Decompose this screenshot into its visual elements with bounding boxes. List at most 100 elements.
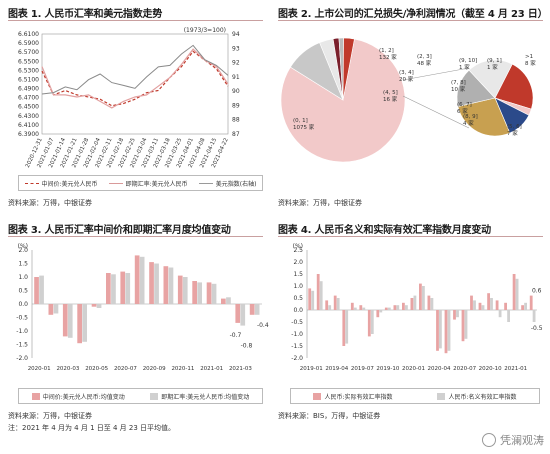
- chart3-bar: [168, 267, 174, 304]
- chart4-bar: [515, 278, 519, 310]
- chart1-y-tick-label: 6.4500: [18, 104, 39, 111]
- chart1-y2-tick-label: 88: [232, 117, 240, 124]
- chart4-bar: [350, 302, 354, 310]
- chart3-bar: [120, 271, 126, 304]
- chart4-data-label: 0.6: [532, 288, 542, 295]
- chart4-bar: [461, 310, 465, 342]
- chart1-y-tick-label: 6.3900: [18, 131, 39, 138]
- chart4-bar: [413, 295, 417, 310]
- chart4-x-tick-label: 2020-04: [428, 366, 451, 372]
- chart4-bar: [328, 305, 332, 310]
- chart3-bar: [206, 282, 212, 304]
- chart3-bar: [149, 262, 154, 304]
- chart2-slice-label: 1 家: [487, 63, 498, 71]
- chart3-bar: [197, 282, 202, 304]
- chart3-source: 资料来源：万得，中银证券: [8, 412, 92, 420]
- chart4-bar: [359, 305, 363, 310]
- chart1-y2-tick-label: 90: [232, 88, 240, 95]
- chart4-bar: [422, 286, 425, 310]
- chart4-bar: [453, 310, 456, 320]
- chart3-bar: [82, 304, 87, 342]
- chart1-line-svg: 6.6100 6.5900 6.5700 6.5500 6.5300 6.5100 6.49…: [18, 27, 240, 169]
- chart2-slice-label: (1, 2]: [379, 48, 394, 54]
- chart4-x-tick-label: 2020-10: [479, 366, 502, 372]
- chart2-slice-label: (6, 7]: [457, 102, 472, 108]
- legend-item-spot: 即期汇率:美元兑人民币: [108, 179, 188, 188]
- chart4-bar: [393, 305, 397, 310]
- chart4-bar: [367, 310, 371, 337]
- chart4-x-tick-label: 2019-04: [325, 366, 348, 372]
- chart3-bar: [106, 273, 111, 304]
- chart2-sub-pie-slice: [457, 97, 511, 137]
- chart2-slice-label: (8, 9]: [463, 114, 478, 120]
- chart2-source: 资料来源：万得，中银证券: [278, 199, 362, 207]
- chart2-sub-pie-slice: [468, 59, 513, 99]
- chart4-bar: [316, 274, 320, 310]
- chart4-bar: [370, 310, 374, 334]
- chart3-bar: [154, 263, 159, 304]
- chart2-slice-label: 8 家: [525, 59, 536, 67]
- chart3-bar: [96, 304, 102, 308]
- chart2-slice-label: (2, 3]: [417, 54, 432, 60]
- chart2-slice-label: (7, 8]: [451, 80, 466, 86]
- chart1-y-tick-label: 6.5900: [18, 40, 39, 47]
- chart4-bar: [532, 310, 536, 322]
- chart1-y-tick-label: 6.5300: [18, 67, 39, 74]
- chart4-bar: [473, 300, 476, 310]
- chart3-x-tick-label: 2021-01: [200, 366, 223, 372]
- chart4-y-tick-label: -1.5: [291, 343, 303, 350]
- chart4-bar: [396, 305, 400, 310]
- chart2-slice-label: >1: [525, 54, 533, 60]
- chart2-slice-label: 6 家: [457, 107, 468, 115]
- chart4-x-tick-label: 2020-07: [453, 366, 476, 372]
- chart3-title-rule: [8, 236, 263, 237]
- chart3-y-tick-label: 0.5: [18, 288, 28, 295]
- chart3-bar: [221, 298, 226, 304]
- chart4-bar: [507, 310, 510, 322]
- chart3-bar: [139, 256, 145, 305]
- chart2-slice-label: (9, 1]: [487, 58, 502, 64]
- chart1-series-line: [41, 48, 229, 109]
- chart2-slice-label: 48 家: [417, 59, 432, 67]
- chart1-source: 资料来源：万得，中银证券: [8, 199, 92, 207]
- chart3-bar: [240, 304, 246, 326]
- chart3-bar-svg: (%)2.01.51.00.50.0-0.5-1.0-1.5-2.02020-0…: [16, 243, 269, 372]
- chart2-slice-label: (5, 6]: [507, 124, 522, 130]
- chart1-series-line: [41, 44, 229, 95]
- chart3-y-tick-label: 2.0: [18, 247, 28, 254]
- chart4-bar: [504, 302, 507, 310]
- chart4-bar: [524, 302, 527, 310]
- chart4-bar: [470, 295, 473, 310]
- chart3-bar: [192, 281, 197, 304]
- wechat-icon: [482, 433, 496, 447]
- chart4-title: 图表 4. 人民币名义和实际有效汇率指数月度变动: [278, 225, 491, 236]
- chart2-title: 图表 2. 上市公司的汇兑损失/净利润情况（截至 4 月 23 日）: [278, 9, 548, 20]
- chart3-bar: [177, 275, 183, 304]
- chart4-bar: [410, 298, 414, 310]
- chart3-bar: [53, 304, 59, 314]
- chart4-y-tick-label: -2.0: [291, 355, 303, 362]
- chart1-legend: 中间价:美元兑人民币 即期汇率:美元兑人民币 美元指数(右轴): [18, 175, 263, 191]
- chart3-y-tick-label: 0.0: [18, 301, 28, 308]
- chart3-bar: [134, 255, 140, 304]
- chart3-y-tick-label: 1.5: [18, 261, 28, 268]
- chart3-y-tick-label: 1.0: [18, 274, 28, 281]
- chart4-bar: [512, 274, 516, 310]
- legend-item-dxy: 美元指数(右轴): [198, 179, 256, 188]
- chart2-pie-svg: (0, 1]1075 家(2, 3]48 家(1, 2]132 家(4, 5]1…: [280, 37, 536, 163]
- chart4-bar: [481, 305, 485, 310]
- chart2-slice-label: 10 家: [451, 85, 466, 93]
- legend-item-reer: 人民币:实际有效汇率指数: [313, 392, 393, 401]
- legend-item-mid-change: 中间价:美元兑人民币:均值变动: [31, 392, 125, 401]
- chart4-x-tick-label: 2020-01: [402, 366, 425, 372]
- chart1-y-tick-label: 6.4700: [18, 95, 39, 102]
- chart3-bar: [226, 297, 231, 305]
- chart3-bar: [125, 273, 131, 304]
- chart4-bar-svg: (%)2.5 2.0 1.5 1.0 0.5 0.0 -0.5 -1.0 -1.5 -2.0 201…: [291, 243, 542, 372]
- chart4-bar: [436, 310, 439, 351]
- chart3-data-label: -0.8: [241, 343, 253, 350]
- chart2-sub-pie-slice: [494, 63, 534, 110]
- chart4-bar: [478, 302, 482, 310]
- chart3-data-label: -0.7: [230, 332, 242, 339]
- chart4-bar: [405, 305, 408, 310]
